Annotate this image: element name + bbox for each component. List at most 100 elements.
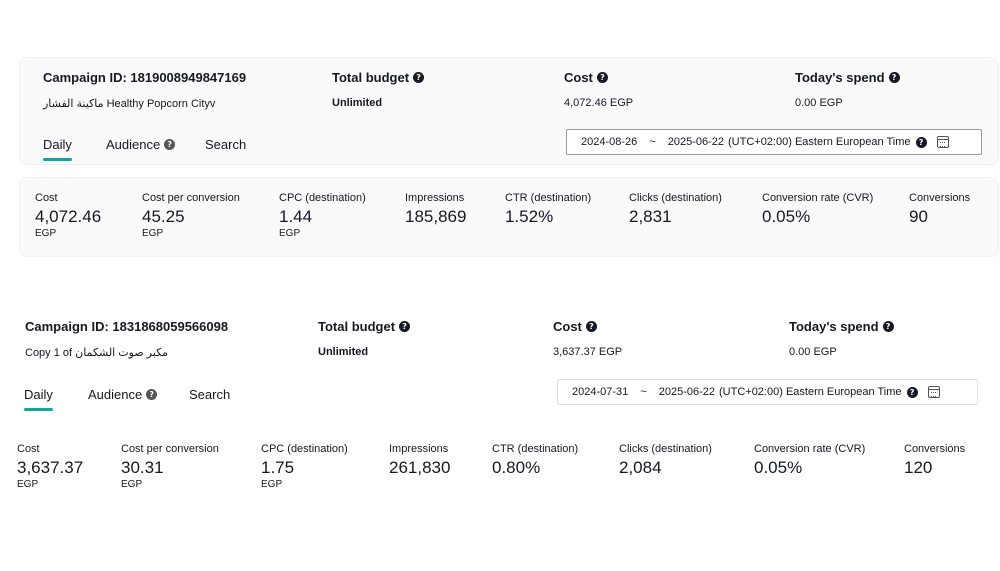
help-icon[interactable]: ? xyxy=(915,136,927,148)
metric-unit: EGP xyxy=(261,479,283,490)
tab-search[interactable]: Search xyxy=(189,387,230,402)
tab-search[interactable]: Search xyxy=(205,137,246,152)
metric-ctr: CTR (destination) 0.80% xyxy=(492,443,578,479)
metric-cost-per-conversion: Cost per conversion 30.31 EGP xyxy=(121,443,219,490)
metric-label: CPC (destination) xyxy=(261,443,348,455)
cost-value: 3,637.37 EGP xyxy=(553,346,623,358)
metrics-panel xyxy=(20,178,998,256)
metric-value: 0.05% xyxy=(762,207,811,226)
metric-clicks: Clicks (destination) 2,831 xyxy=(629,192,722,228)
metric-label: Conversions xyxy=(909,192,971,204)
date-end: 2025-06-22 xyxy=(667,136,724,148)
todays-spend-block: Today's spend? 0.00 EGP xyxy=(789,319,894,358)
metric-cvr: Conversion rate (CVR) 0.05% xyxy=(762,192,873,228)
help-icon[interactable]: ? xyxy=(596,72,608,83)
timezone: (UTC+02:00) Eastern European Time xyxy=(719,386,902,398)
metric-value: 1.52% xyxy=(505,207,554,226)
metric-unit: EGP xyxy=(279,228,301,239)
metric-label: CTR (destination) xyxy=(492,443,579,455)
cost-label: Cost xyxy=(553,319,582,334)
total-budget-value: Unlimited xyxy=(318,346,369,358)
metric-clicks: Clicks (destination) 2,084 xyxy=(619,443,712,479)
date-range-picker[interactable]: 2024-08-26 ~ 2025-06-22 (UTC+02:00) East… xyxy=(566,129,982,155)
date-separator: ~ xyxy=(640,386,647,398)
metric-label: Clicks (destination) xyxy=(619,443,712,455)
metric-label: Cost per conversion xyxy=(142,192,240,204)
metric-label: Conversions xyxy=(904,443,966,455)
total-budget-block: Total budget? Unlimited xyxy=(332,70,425,109)
metric-cvr: Conversion rate (CVR) 0.05% xyxy=(754,443,865,479)
metric-label: Impressions xyxy=(405,192,465,204)
cost-block: Cost? 3,637.37 EGP xyxy=(553,319,622,358)
cost-value: 4,072.46 EGP xyxy=(564,97,634,109)
calendar-icon[interactable] xyxy=(936,136,949,148)
tab-search-label: Search xyxy=(189,387,231,402)
help-icon[interactable]: ? xyxy=(399,321,411,332)
tab-daily[interactable]: Daily xyxy=(43,137,72,161)
campaign-id: Campaign ID: 1819008949847169 xyxy=(43,70,247,85)
timezone: (UTC+02:00) Eastern European Time xyxy=(728,136,911,148)
metric-label: Cost xyxy=(17,443,40,455)
tab-audience[interactable]: Audience? xyxy=(88,387,158,402)
total-budget-block: Total budget? Unlimited xyxy=(318,319,411,358)
total-budget-label: Total budget xyxy=(332,70,410,85)
metric-unit: EGP xyxy=(35,228,57,239)
todays-spend-value: 0.00 EGP xyxy=(795,97,843,109)
metric-value: 2,084 xyxy=(619,458,662,477)
date-range-picker[interactable]: 2024-07-31 ~ 2025-06-22 (UTC+02:00) East… xyxy=(557,379,978,405)
campaign-name: Copy 1 of مكبر صوت الشكمان xyxy=(25,347,169,359)
campaign-name: ماكينة الفشار Healthy Popcorn Cityv xyxy=(43,98,216,110)
metric-value: 90 xyxy=(909,207,928,226)
help-icon[interactable]: ? xyxy=(888,72,900,83)
metric-value: 120 xyxy=(904,458,933,477)
metric-cost: Cost 4,072.46 EGP xyxy=(35,192,101,239)
campaign-id: Campaign ID: 1831868059566098 xyxy=(25,319,229,334)
campaign-id-block: Campaign ID: 1819008949847169 ماكينة الف… xyxy=(43,70,246,110)
todays-spend-label: Today's spend xyxy=(789,319,879,334)
date-end: 2025-06-22 xyxy=(658,386,715,398)
metric-value: 2,831 xyxy=(629,207,672,226)
metric-value: 45.25 xyxy=(142,207,185,226)
metric-value: 0.80% xyxy=(492,458,541,477)
help-icon[interactable]: ? xyxy=(882,321,894,332)
cost-block: Cost? 4,072.46 EGP xyxy=(564,70,633,109)
help-icon[interactable]: ? xyxy=(146,389,158,400)
metric-cost-per-conversion: Cost per conversion 45.25 EGP xyxy=(142,192,240,239)
help-icon[interactable]: ? xyxy=(585,321,597,332)
metric-label: CPC (destination) xyxy=(279,192,366,204)
todays-spend-block: Today's spend? 0.00 EGP xyxy=(795,70,900,109)
metric-value: 261,830 xyxy=(389,458,451,477)
metric-unit: EGP xyxy=(121,479,143,490)
tab-daily-label: Daily xyxy=(43,137,72,152)
tab-audience-label: Audience xyxy=(106,137,161,152)
metric-cpc: CPC (destination) 1.75 EGP xyxy=(261,443,348,490)
metric-value: 30.31 xyxy=(121,458,164,477)
tab-daily-label: Daily xyxy=(24,387,53,402)
date-start: 2024-07-31 xyxy=(572,386,629,398)
metric-label: CTR (destination) xyxy=(505,192,592,204)
help-icon[interactable]: ? xyxy=(413,72,425,83)
metric-label: Clicks (destination) xyxy=(629,192,722,204)
metric-label: Conversion rate (CVR) xyxy=(754,443,866,455)
help-icon[interactable]: ? xyxy=(906,386,918,398)
campaign-id-block: Campaign ID: 1831868059566098 Copy 1 of … xyxy=(25,319,228,359)
metric-value: 0.05% xyxy=(754,458,803,477)
todays-spend-label: Today's spend xyxy=(795,70,885,85)
metric-cost: Cost 3,637.37 EGP xyxy=(17,443,83,490)
metric-ctr: CTR (destination) 1.52% xyxy=(505,192,591,228)
cost-label: Cost xyxy=(564,70,593,85)
metric-unit: EGP xyxy=(142,228,164,239)
help-icon[interactable]: ? xyxy=(164,139,176,150)
metric-value: 1.44 xyxy=(279,207,313,226)
date-start: 2024-08-26 xyxy=(581,136,638,148)
metric-label: Cost xyxy=(35,192,58,204)
total-budget-value: Unlimited xyxy=(332,97,383,109)
metric-cpc: CPC (destination) 1.44 EGP xyxy=(279,192,366,239)
metric-conversions: Conversions 120 xyxy=(904,443,965,479)
metric-impressions: Impressions 261,830 xyxy=(389,443,450,479)
tab-daily[interactable]: Daily xyxy=(24,387,53,411)
metric-label: Conversion rate (CVR) xyxy=(762,192,874,204)
metric-conversions: Conversions 90 xyxy=(909,192,970,228)
calendar-icon[interactable] xyxy=(927,386,940,398)
tab-audience[interactable]: Audience? xyxy=(106,137,176,152)
